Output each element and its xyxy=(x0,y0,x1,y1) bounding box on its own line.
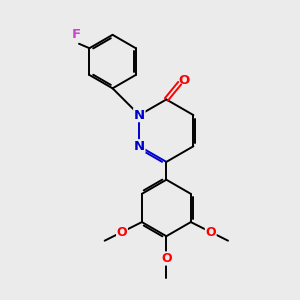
Text: O: O xyxy=(206,226,216,238)
Text: N: N xyxy=(134,109,145,122)
Text: O: O xyxy=(178,74,189,87)
Text: O: O xyxy=(117,226,127,238)
Text: N: N xyxy=(134,140,145,153)
Text: O: O xyxy=(161,252,172,265)
Text: F: F xyxy=(72,28,81,41)
